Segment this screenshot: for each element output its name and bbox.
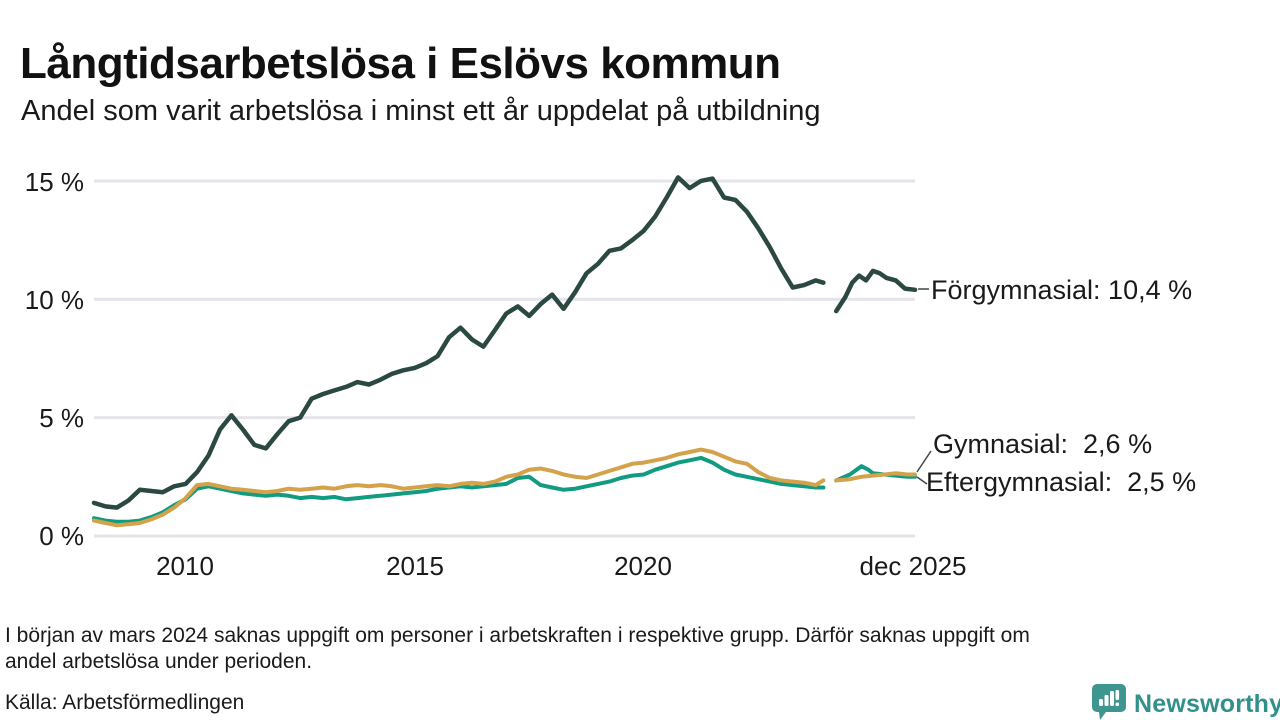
y-axis-tick-5: 5 %: [39, 403, 84, 433]
series-label-forgymnasial: Förgymnasial: 10,4 %: [931, 275, 1193, 305]
newsworthy-logo-text: Newsworthy: [1134, 689, 1280, 718]
label-connector: [916, 450, 932, 473]
y-axis-tick-0: 0 %: [39, 521, 84, 551]
x-axis-tick-dec-2025: dec 2025: [859, 551, 967, 581]
y-axis-tick-15: 15 %: [24, 167, 84, 197]
page-title: Långtidsarbetslösa i Eslövs kommun: [20, 39, 781, 89]
x-axis-tick-2010: 2010: [156, 551, 214, 581]
x-axis-tick-2020: 2020: [614, 551, 672, 581]
series-line-forgymnasial: [91, 175, 918, 510]
footnote-line-1: I början av mars 2024 saknas uppgift om …: [5, 624, 1030, 647]
x-axis-tick-2015: 2015: [386, 551, 444, 581]
footnote-line-2: andel arbetslösa under perioden.: [5, 650, 313, 673]
newsworthy-logo[interactable]: Newsworthy: [1092, 683, 1280, 720]
series-label-gymnasial: Gymnasial: 2,6 %: [933, 429, 1153, 459]
page-subtitle: Andel som varit arbetslösa i minst ett å…: [21, 95, 821, 127]
series-line-eftergymnasial: [92, 455, 917, 524]
label-connector: [916, 476, 928, 485]
y-axis-tick-10: 10 %: [24, 285, 84, 315]
bar-chart-pin-icon: [1092, 683, 1126, 720]
source-note: Källa: Arbetsförmedlingen: [5, 691, 245, 714]
series-label-eftergymnasial: Eftergymnasial: 2,5 %: [926, 467, 1197, 497]
series-line-gymnasial: [92, 447, 917, 528]
